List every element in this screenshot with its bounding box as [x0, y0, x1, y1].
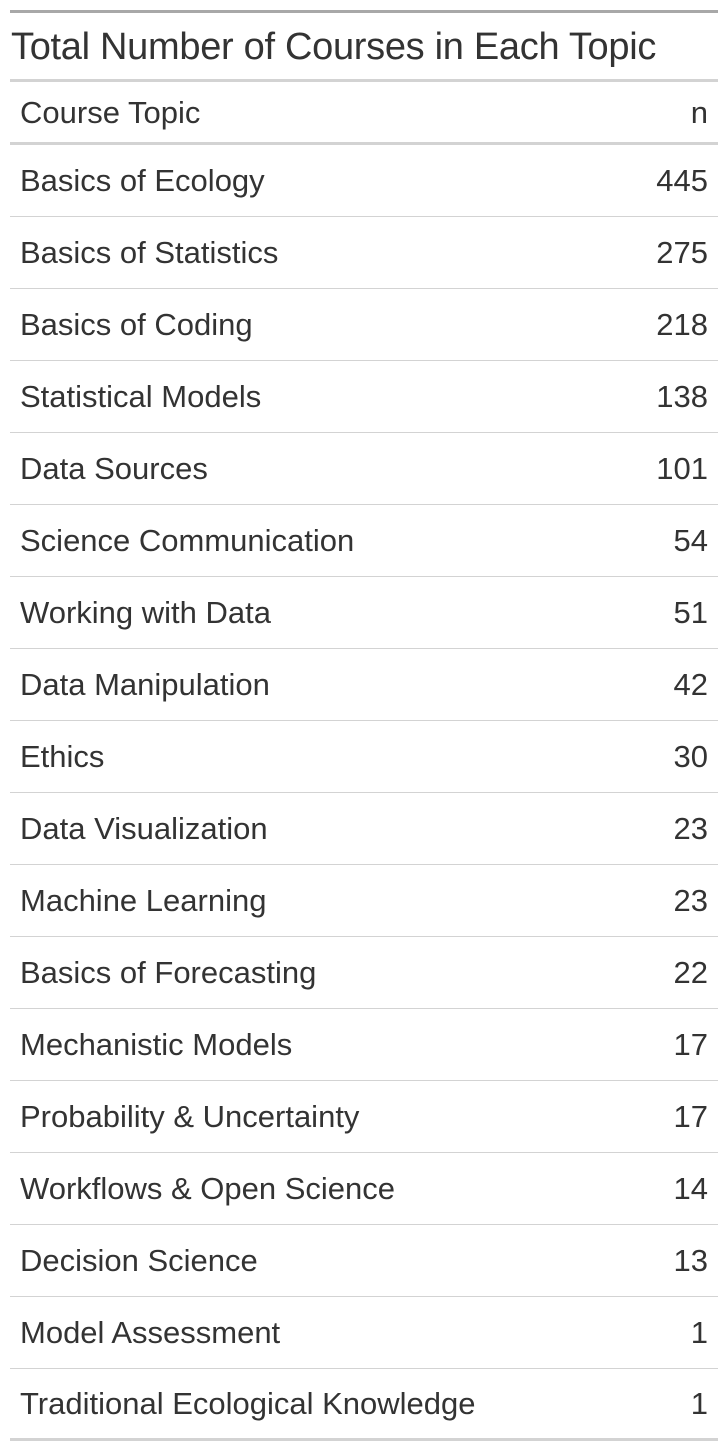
- courses-table: Total Number of Courses in Each Topic Co…: [10, 10, 718, 1441]
- table-row: Basics of Statistics 275: [10, 217, 718, 289]
- column-header-topic: Course Topic: [20, 95, 201, 130]
- count-cell: 17: [673, 1098, 708, 1134]
- topic-cell: Data Visualization: [20, 810, 268, 846]
- count-cell: 22: [673, 954, 708, 990]
- top-rule: [10, 10, 718, 13]
- topic-cell: Probability & Uncertainty: [20, 1098, 360, 1134]
- count-cell: 1: [690, 1314, 708, 1350]
- topic-cell: Workflows & Open Science: [20, 1170, 396, 1206]
- topic-cell: Traditional Ecological Knowledge: [20, 1385, 476, 1421]
- table-row: Science Communication 54: [10, 505, 718, 577]
- topic-cell: Basics of Statistics: [20, 234, 279, 270]
- table-row: Decision Science 13: [10, 1225, 718, 1297]
- topic-cell: Model Assessment: [20, 1314, 281, 1350]
- topic-cell: Mechanistic Models: [20, 1026, 293, 1062]
- topic-cell: Ethics: [20, 738, 105, 774]
- topic-cell: Basics of Forecasting: [20, 954, 317, 990]
- table-row: Probability & Uncertainty 17: [10, 1081, 718, 1153]
- table-row: Data Visualization 23: [10, 793, 718, 865]
- table-row: Data Sources 101: [10, 433, 718, 505]
- topic-cell: Basics of Ecology: [20, 162, 265, 198]
- table-row: Ethics 30: [10, 721, 718, 793]
- count-cell: 23: [673, 810, 708, 846]
- count-cell: 218: [656, 306, 708, 342]
- topic-cell: Basics of Coding: [20, 306, 253, 342]
- topic-cell: Statistical Models: [20, 378, 262, 414]
- column-header-row: Course Topic n: [10, 82, 718, 145]
- table-row: Basics of Forecasting 22: [10, 937, 718, 1009]
- table-row: Mechanistic Models 17: [10, 1009, 718, 1081]
- table-row: Statistical Models 138: [10, 361, 718, 433]
- table-title: Total Number of Courses in Each Topic: [10, 13, 718, 82]
- count-cell: 1: [690, 1385, 708, 1421]
- count-cell: 42: [673, 666, 708, 702]
- count-cell: 275: [656, 234, 708, 270]
- count-cell: 445: [656, 162, 708, 198]
- topic-cell: Data Manipulation: [20, 666, 270, 702]
- count-cell: 14: [673, 1170, 708, 1206]
- count-cell: 138: [656, 378, 708, 414]
- count-cell: 51: [673, 594, 708, 630]
- count-cell: 30: [673, 738, 708, 774]
- topic-cell: Machine Learning: [20, 882, 267, 918]
- table-row: Traditional Ecological Knowledge 1: [10, 1369, 718, 1441]
- table-row: Model Assessment 1: [10, 1297, 718, 1369]
- topic-cell: Decision Science: [20, 1242, 258, 1278]
- count-cell: 101: [656, 450, 708, 486]
- count-cell: 54: [673, 522, 708, 558]
- column-header-n: n: [690, 95, 708, 130]
- topic-cell: Data Sources: [20, 450, 208, 486]
- topic-cell: Science Communication: [20, 522, 355, 558]
- table-row: Data Manipulation 42: [10, 649, 718, 721]
- table-row: Basics of Coding 218: [10, 289, 718, 361]
- table-body: Basics of Ecology 445 Basics of Statisti…: [10, 145, 718, 1441]
- table-row: Working with Data 51: [10, 577, 718, 649]
- count-cell: 17: [673, 1026, 708, 1062]
- topic-cell: Working with Data: [20, 594, 271, 630]
- count-cell: 13: [673, 1242, 708, 1278]
- count-cell: 23: [673, 882, 708, 918]
- table-row: Workflows & Open Science 14: [10, 1153, 718, 1225]
- table-row: Machine Learning 23: [10, 865, 718, 937]
- table-row: Basics of Ecology 445: [10, 145, 718, 217]
